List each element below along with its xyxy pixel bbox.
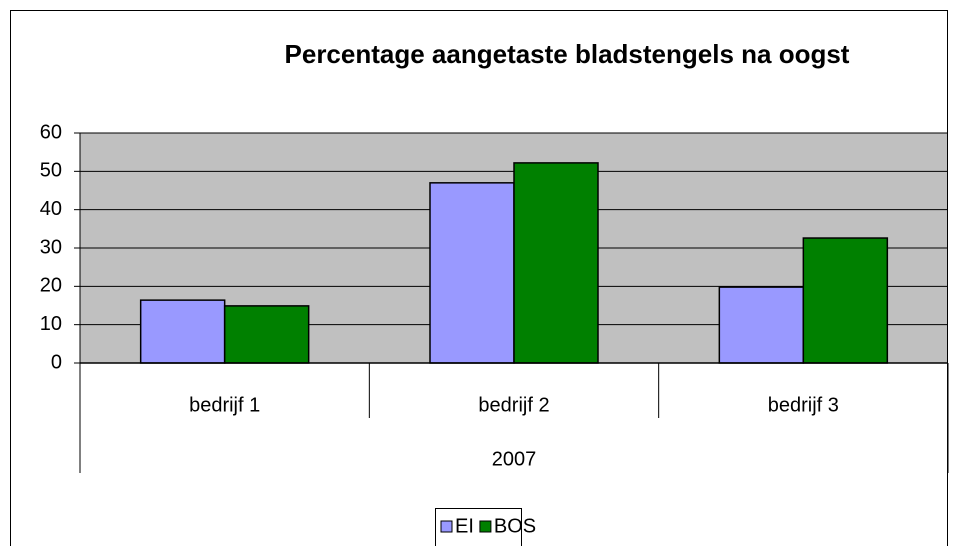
x-tick-label: bedrijf 3: [768, 394, 839, 416]
legend-label: EI: [455, 515, 474, 537]
bar: [139, 299, 226, 364]
bar: [429, 182, 515, 364]
bar: [718, 286, 805, 364]
legend-box: [435, 508, 522, 546]
chart-title: Percentage aangetaste bladstengels na oo…: [285, 39, 850, 69]
y-tick-label: 0: [51, 351, 62, 373]
bar: [223, 305, 310, 364]
y-tick-label: 20: [40, 275, 62, 297]
x-tick-label: bedrijf 1: [189, 394, 260, 416]
y-tick-label: 30: [40, 236, 62, 258]
y-tick-label: 40: [40, 198, 62, 220]
bar: [513, 162, 599, 364]
legend: EI BOS: [435, 508, 536, 546]
legend-swatch: [479, 520, 492, 533]
y-tick-label: 50: [40, 160, 62, 182]
y-tick-label: 10: [40, 313, 62, 335]
group-label: 2007: [492, 448, 537, 470]
y-tick-label: 60: [40, 121, 62, 143]
x-tick-label: bedrijf 2: [478, 394, 549, 416]
legend-swatch: [440, 520, 453, 533]
legend-label: BOS: [494, 515, 536, 537]
bar: [802, 237, 889, 364]
